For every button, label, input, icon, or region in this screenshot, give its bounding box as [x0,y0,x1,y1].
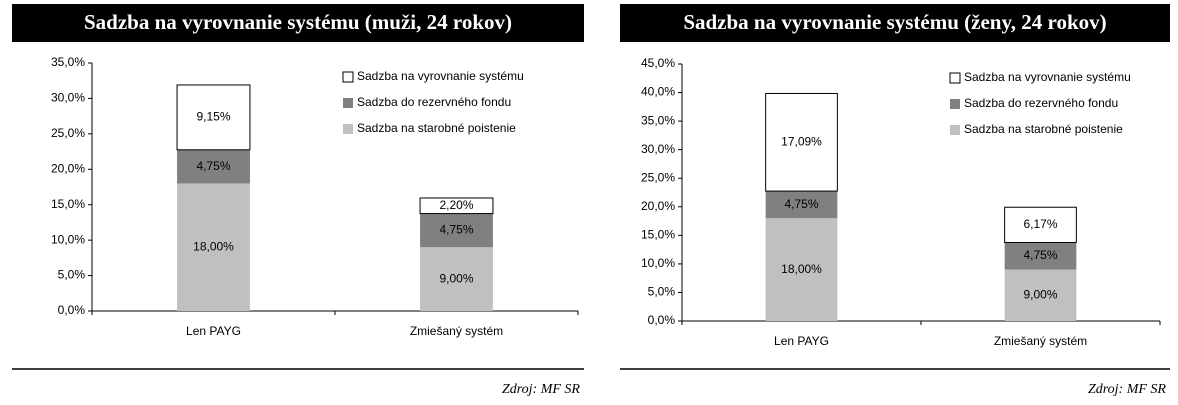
y-tick-label: 20,0% [51,161,85,175]
bar-segment [1004,206,1077,243]
legend-swatch [950,125,960,135]
y-tick-label: 35,0% [51,55,85,69]
source-note: Zdroj: MF SR [502,382,580,397]
value-label: 6,17% [1023,217,1057,231]
bar-segment [419,197,494,215]
bar-segment [765,92,838,192]
title-bar [620,4,1170,42]
y-tick-label: 10,0% [641,256,675,270]
bar-segment [1004,242,1077,270]
y-tick-label: 0,0% [648,313,676,327]
legend-swatch [343,124,353,134]
value-label: 17,09% [781,134,822,148]
y-tick-label: 0,0% [58,303,86,317]
x-tick-label: Len PAYG [774,334,829,348]
bar-segment [1004,269,1077,321]
bar-segment [177,183,250,311]
legend-swatch [949,72,961,84]
y-tick-label: 25,0% [641,170,675,184]
title-bar [12,4,584,42]
legend-label: Sadzba na vyrovnanie systému [357,69,524,83]
x-tick-label: Zmiešaný systém [410,324,503,338]
legend-label: Sadzba na starobné poistenie [357,121,516,135]
legend-swatch [343,98,353,108]
y-tick-label: 5,0% [648,285,676,299]
bar-segment [420,247,493,311]
value-label: 4,75% [439,223,473,237]
chart-title: Sadzba na vyrovnanie systému (muži, 24 r… [84,10,512,34]
value-label: 9,15% [196,110,230,124]
legend-label: Sadzba na starobné poistenie [964,122,1123,136]
bar-segment [765,191,838,219]
y-tick-label: 5,0% [58,268,86,282]
legend-label: Sadzba na vyrovnanie systému [964,70,1131,84]
y-tick-label: 30,0% [51,91,85,105]
value-label: 4,75% [196,159,230,173]
y-tick-label: 35,0% [641,113,675,127]
chart-title: Sadzba na vyrovnanie systému (ženy, 24 r… [683,10,1106,34]
y-tick-label: 25,0% [51,126,85,140]
legend-label: Sadzba do rezervného fondu [357,95,511,109]
value-label: 2,20% [439,198,473,212]
bar-segment [765,218,838,321]
bar-segment [176,84,251,151]
y-tick-label: 40,0% [641,85,675,99]
y-tick-label: 30,0% [641,142,675,156]
y-tick-label: 20,0% [641,199,675,213]
value-label: 4,75% [1023,248,1057,262]
bar-segment [420,213,493,248]
bar-segment [177,149,250,184]
x-tick-label: Zmiešaný systém [994,334,1087,348]
value-label: 18,00% [781,262,822,276]
y-tick-label: 15,0% [641,228,675,242]
value-label: 18,00% [193,239,234,253]
value-label: 9,00% [439,271,473,285]
y-tick-label: 15,0% [51,197,85,211]
legend-swatch [342,71,354,83]
source-note: Zdroj: MF SR [1088,382,1166,397]
value-label: 4,75% [784,197,818,211]
y-tick-label: 10,0% [51,232,85,246]
value-label: 9,00% [1023,287,1057,301]
y-tick-label: 45,0% [641,56,675,70]
legend-swatch [950,99,960,109]
chart: Sadzba na vyrovnanie systému (muži, 24 r… [12,4,584,397]
x-tick-label: Len PAYG [186,324,241,338]
chart: Sadzba na vyrovnanie systému (ženy, 24 r… [620,4,1170,397]
legend-label: Sadzba do rezervného fondu [964,96,1118,110]
